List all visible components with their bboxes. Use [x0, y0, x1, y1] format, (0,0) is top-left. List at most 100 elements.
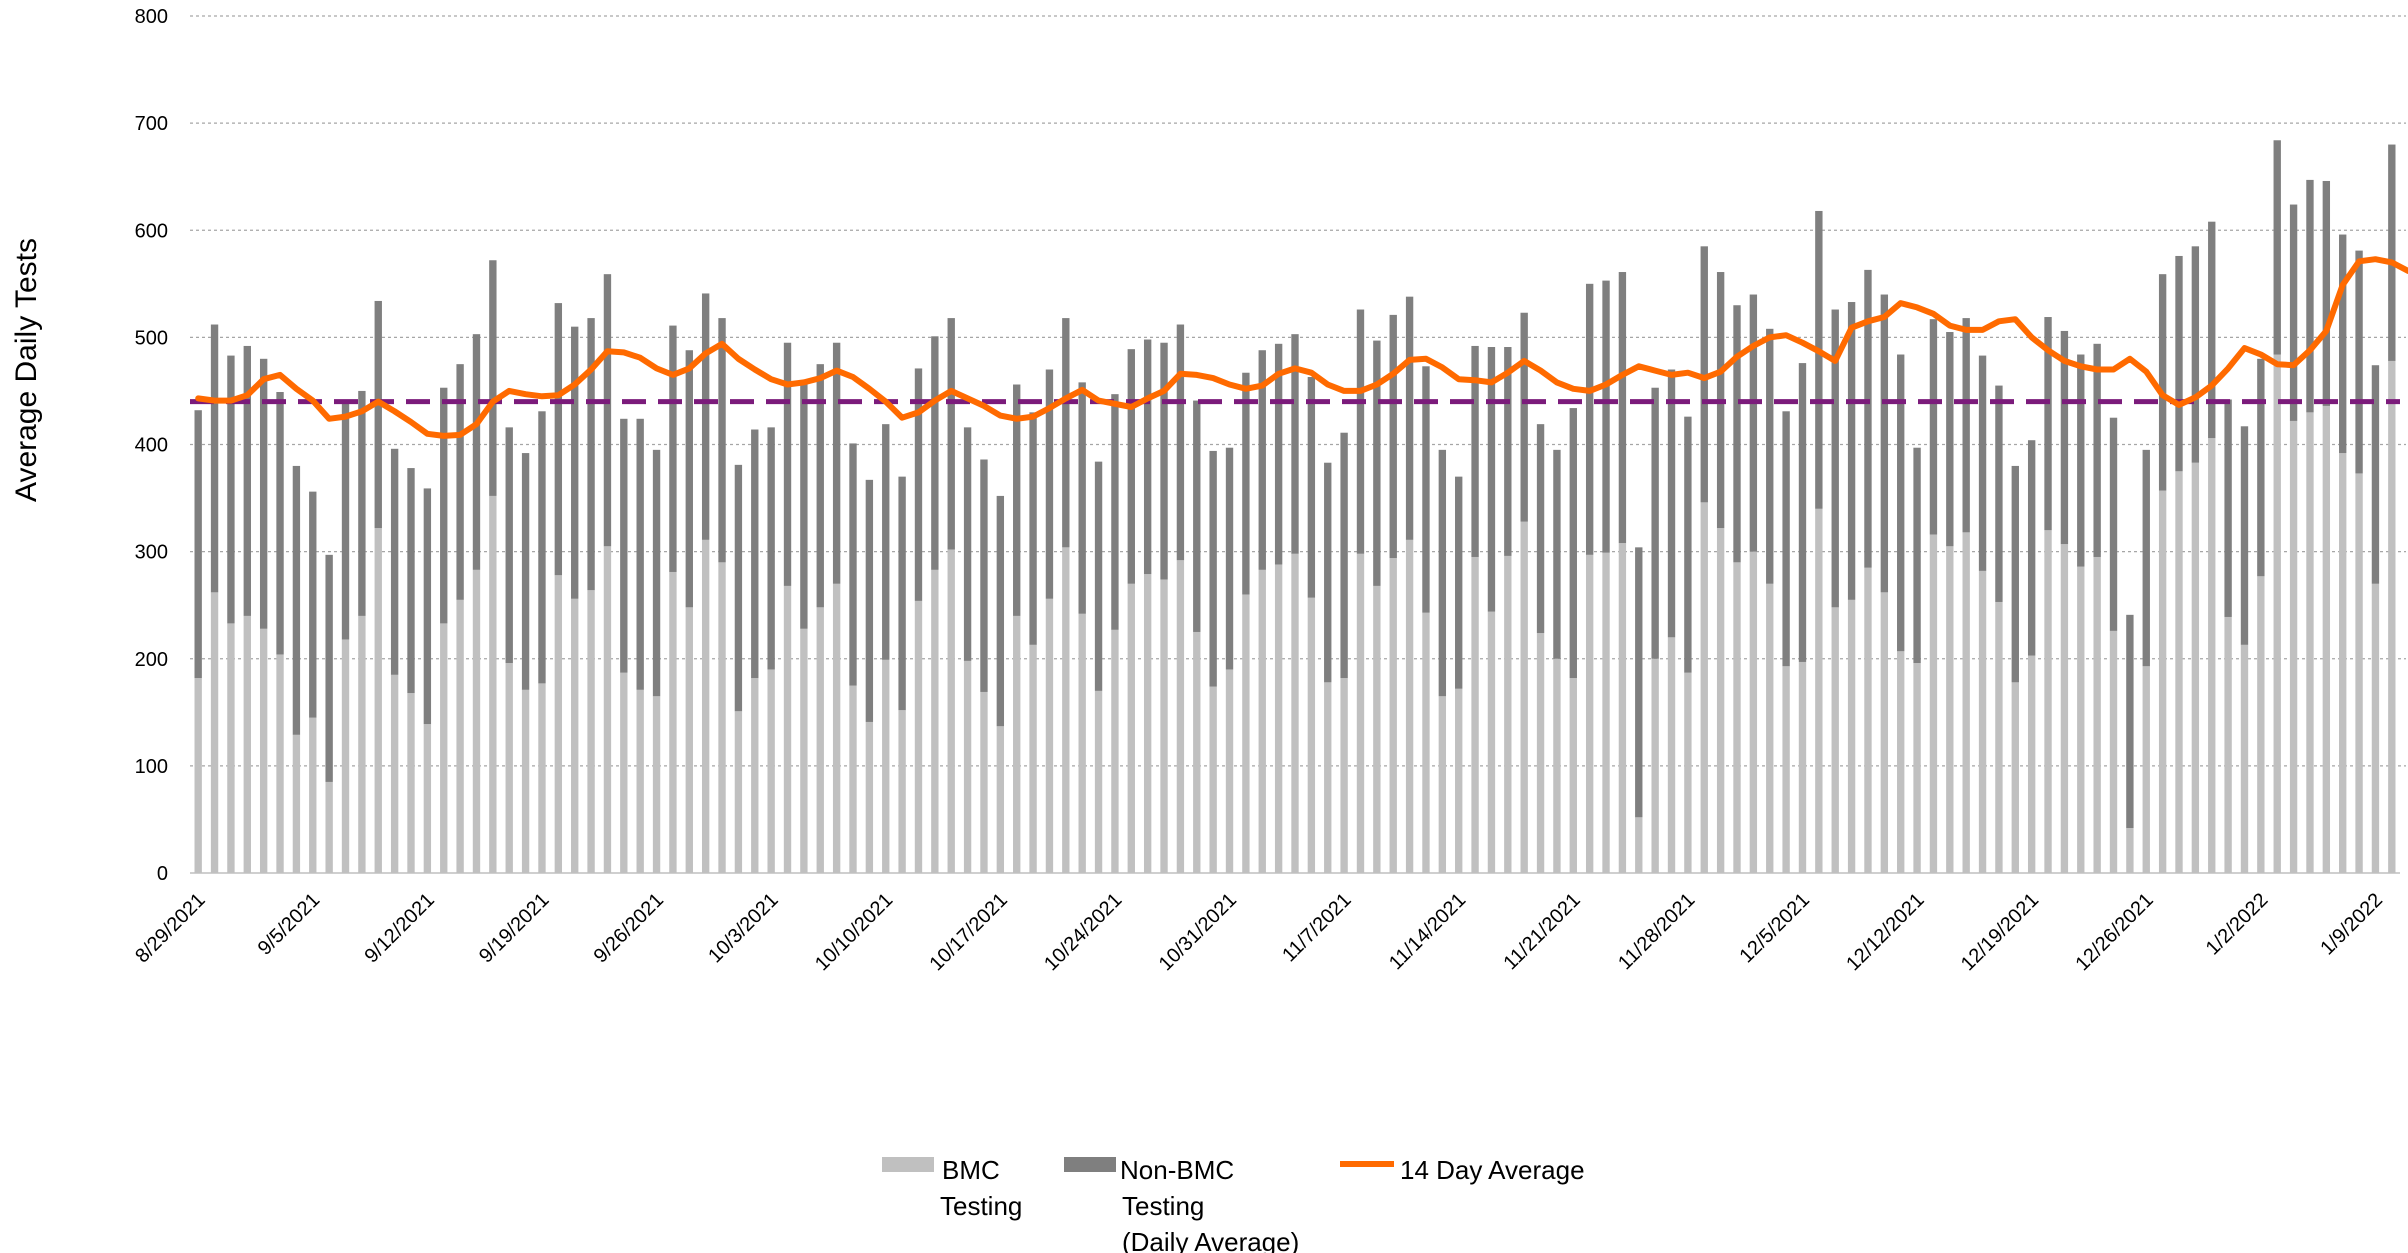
bar-bmc: [1929, 534, 1938, 873]
x-tick-label: 1/2/2022: [2202, 889, 2273, 960]
bar-non-bmc: [2273, 140, 2281, 355]
bar-non-bmc: [2240, 426, 2249, 645]
bar-bmc: [292, 734, 301, 873]
bar-non-bmc: [1356, 309, 1365, 554]
x-tick-label: 12/26/2021: [2071, 889, 2157, 975]
bar-non-bmc: [947, 318, 955, 550]
bar-non-bmc: [489, 260, 497, 496]
bar-non-bmc: [1225, 447, 1234, 670]
x-tick-label: 10/31/2021: [1155, 889, 1241, 975]
lines: [190, 256, 2408, 439]
bar-bmc: [1700, 502, 1708, 873]
x-tick-label: 11/28/2021: [1614, 889, 1699, 974]
bar-non-bmc: [1291, 334, 1299, 554]
bar-bmc: [1324, 682, 1332, 873]
x-tick-label: 12/12/2021: [1842, 889, 1928, 975]
bar-non-bmc: [1111, 394, 1119, 630]
bar-bmc: [996, 726, 1005, 873]
bar-non-bmc: [1160, 342, 1168, 580]
bar-non-bmc: [2027, 440, 2036, 656]
bar-bmc: [701, 539, 710, 873]
bar-bmc: [2027, 655, 2036, 873]
bar-bmc: [751, 678, 759, 873]
y-axis-label: Average Daily Tests: [10, 238, 43, 502]
bar-bmc: [1847, 599, 1856, 873]
bar-non-bmc: [407, 468, 415, 694]
bar-bmc: [325, 781, 333, 873]
legend-label-non-bmc: Testing: [1122, 1191, 1204, 1221]
bar-bmc: [2273, 354, 2281, 873]
bar-bmc: [2093, 556, 2101, 873]
bar-bmc: [1782, 666, 1790, 873]
bar-non-bmc: [1978, 355, 1987, 571]
bar-bmc: [521, 689, 530, 873]
bar-bmc: [2077, 566, 2085, 873]
bar-non-bmc: [1766, 328, 1774, 584]
bar-bmc: [1307, 597, 1316, 873]
bar-non-bmc: [914, 368, 923, 601]
bar-non-bmc: [832, 342, 841, 584]
bar-non-bmc: [620, 418, 628, 673]
bar-bmc: [1815, 508, 1823, 873]
legend-swatch-bmc: [882, 1157, 934, 1172]
y-tick-label: 400: [135, 435, 168, 457]
bar-bmc: [1831, 607, 1839, 873]
bar-bmc: [1553, 658, 1561, 873]
bar-bmc: [2060, 544, 2069, 873]
bar-non-bmc: [505, 427, 513, 664]
bar-bmc: [816, 607, 824, 873]
bar-non-bmc: [2109, 417, 2118, 631]
bar-non-bmc: [1815, 210, 1823, 509]
bar-bmc: [1749, 551, 1758, 873]
bar-bmc: [358, 615, 366, 873]
bar-non-bmc: [1929, 319, 1938, 535]
bar-non-bmc: [1143, 339, 1152, 575]
bar-bmc: [2355, 473, 2363, 873]
bar-bmc: [947, 549, 955, 873]
bar-non-bmc: [1078, 382, 1086, 614]
bar-bmc: [1733, 562, 1741, 873]
x-tick-label: 9/19/2021: [475, 889, 553, 967]
bar-bmc: [1242, 594, 1250, 873]
bar-bmc: [849, 685, 857, 873]
bar-non-bmc: [276, 392, 284, 655]
bar-bmc: [1667, 637, 1676, 873]
bar-bmc: [636, 689, 644, 873]
bar-bmc: [2388, 360, 2396, 873]
bar-bmc: [1913, 663, 1921, 873]
bar-non-bmc: [1193, 400, 1201, 632]
bar-non-bmc: [1242, 372, 1250, 595]
bar-non-bmc: [1913, 447, 1921, 664]
bar-bmc: [898, 710, 906, 873]
bar-non-bmc: [751, 429, 759, 679]
x-tick-label: 11/7/2021: [1278, 889, 1355, 966]
bar-bmc: [1176, 560, 1185, 873]
bar-non-bmc: [1847, 302, 1856, 600]
bar-bmc: [1569, 678, 1577, 873]
y-axis-ticks: 0 100 200 300 400 500 600 700 800: [135, 6, 168, 885]
legend-label-non-bmc: (Daily Average): [1122, 1227, 1299, 1253]
legend-label-bmc: BMC: [942, 1155, 1000, 1185]
bar-bmc: [472, 569, 481, 873]
bar-non-bmc: [1995, 385, 2003, 602]
bar-bmc: [1962, 532, 1970, 873]
bar-non-bmc: [1569, 408, 1577, 679]
bar-non-bmc: [194, 410, 202, 679]
bar-non-bmc: [1520, 312, 1528, 522]
bar-non-bmc: [1422, 366, 1430, 613]
bar-bmc: [1405, 539, 1414, 873]
bar-non-bmc: [1897, 354, 1905, 652]
bar-bmc: [1880, 592, 1889, 873]
bar-bmc: [1585, 554, 1594, 873]
bar-bmc: [538, 683, 546, 873]
bar-non-bmc: [980, 459, 988, 692]
bar-non-bmc: [931, 336, 939, 570]
bar-non-bmc: [767, 427, 775, 670]
bar-non-bmc: [1667, 369, 1676, 638]
bar-bmc: [963, 660, 972, 873]
bar-non-bmc: [2339, 234, 2347, 454]
bar-bmc: [603, 546, 612, 873]
bar-non-bmc: [309, 491, 317, 718]
x-axis-ticks: 8/29/2021 9/5/2021 9/12/2021 9/19/2021 9/26/…: [131, 889, 2387, 975]
bar-bmc: [2142, 666, 2150, 873]
